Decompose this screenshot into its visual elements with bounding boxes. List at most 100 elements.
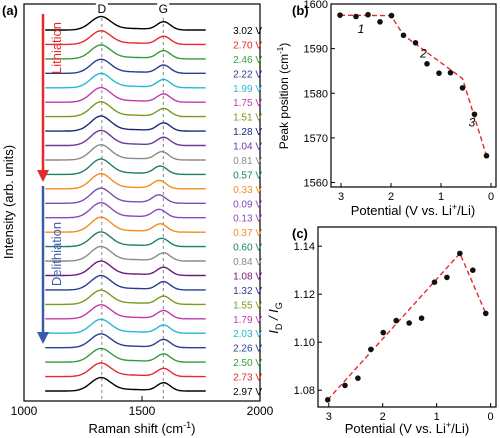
spectrum-line — [45, 101, 206, 118]
voltage-label: 1.51 V — [233, 113, 262, 124]
voltage-label: 1.99 V — [233, 84, 262, 95]
voltage-label: 0.09 V — [233, 199, 262, 210]
x-tick-label: 2 — [388, 191, 394, 203]
peak-label: D — [98, 2, 107, 16]
data-point — [447, 69, 454, 76]
spectrum-line — [45, 44, 206, 60]
data-point — [418, 315, 425, 322]
voltage-label: 2.46 V — [233, 55, 262, 66]
panel-b-peak-position-chart: (b) 3 2 1 0 1560 1570 1580 1590 1600 1 2 3 Peak po… — [276, 0, 497, 218]
x-tick-label: 1 — [438, 191, 444, 203]
spectrum-line — [45, 318, 206, 334]
data-point — [380, 329, 387, 336]
voltage-label: 2.03 V — [233, 329, 262, 340]
panel-c-intensity-ratio-chart: (c) 3 2 1 0 1.08 1.10 1.12 1.14 ID / IG Potenti… — [266, 226, 497, 436]
panel-a-x-axis: 1000 1500 2000 — [11, 396, 274, 418]
panel-a-y-axis-title: Intensity (arb. units) — [1, 145, 16, 259]
data-point — [412, 40, 419, 46]
spectrum-line — [45, 158, 206, 176]
data-point — [377, 19, 383, 25]
panel-b-y-axis-title: Peak position (cm-1) — [276, 43, 291, 150]
panel-a-x-axis-title: Raman shift (cm-1) — [89, 420, 196, 436]
panel-c-plot — [324, 250, 489, 403]
spectrum-line — [45, 362, 206, 378]
y-tick-label: 1.14 — [294, 241, 315, 253]
voltage-labels: 3.02 V 2.70 V 2.46 V 2.22 V 1.99 V 1.75 V 1.51… — [233, 26, 262, 398]
voltage-label: 1.79 V — [233, 315, 262, 326]
peak-guide-lines — [101, 12, 164, 401]
data-point — [431, 279, 438, 286]
x-tick-label: 1 — [434, 411, 440, 423]
panel-b-axes: 3 2 1 0 1560 1570 1580 1590 1600 — [304, 0, 495, 203]
data-point — [324, 397, 331, 403]
y-tick-label: 1.10 — [294, 337, 315, 349]
voltage-label: 2.26 V — [233, 344, 262, 355]
data-point — [459, 85, 466, 91]
region-label: 2 — [419, 47, 427, 61]
panel-b-plot: 1 2 3 — [337, 11, 490, 159]
voltage-label: 2.73 V — [233, 373, 262, 384]
panel-c-x-axis-title: Potential (V vs. Li+/Li) — [345, 420, 469, 436]
x-tick-label: 2000 — [247, 404, 274, 418]
voltage-label: 0.33 V — [233, 185, 262, 196]
y-tick-label: 1580 — [304, 88, 328, 100]
voltage-label: 1.04 V — [233, 142, 262, 153]
y-tick-label: 1590 — [304, 44, 328, 56]
voltage-label: 2.50 V — [233, 358, 262, 369]
spectrum-line — [45, 187, 206, 204]
panel-c-label: (c) — [292, 226, 308, 241]
spectrum-line — [45, 231, 206, 248]
panel-a-label: (a) — [2, 3, 18, 18]
peak-label-bg — [157, 2, 170, 15]
lithiation-arrow-head — [37, 170, 49, 182]
data-point — [337, 12, 343, 18]
voltage-label: 0.37 V — [233, 228, 262, 239]
panel-b-x-axis-title: Potential (V vs. Li+/Li) — [351, 202, 475, 218]
spectrum-line — [45, 129, 206, 147]
data-point — [368, 346, 374, 353]
voltage-label: 1.55 V — [233, 300, 262, 311]
voltage-label: 0.57 V — [233, 170, 262, 181]
delithiation-arrow-head — [37, 332, 49, 344]
x-tick-label: 0 — [488, 191, 494, 203]
voltage-label: 3.02 V — [233, 26, 262, 37]
region-label: 1 — [358, 22, 365, 36]
spectrum-line — [45, 289, 206, 306]
spectrum-line — [45, 86, 206, 103]
panel-a-spectra-chart: (a) 3.02 V 2.70 V 2.46 V 2.22 V 1.99 V 1.75 V… — [1, 2, 274, 436]
lithiation-label: Lithiation — [49, 22, 64, 74]
data-point — [470, 267, 476, 274]
spectrum-line — [45, 172, 206, 190]
voltage-label: 2.70 V — [233, 40, 262, 51]
data-point — [353, 13, 359, 20]
voltage-label: 2.22 V — [233, 69, 262, 80]
spectrum-line — [45, 347, 206, 363]
spectrum-line — [45, 58, 206, 74]
voltage-label: 1.75 V — [233, 98, 262, 109]
spectrum-line — [45, 115, 206, 132]
y-tick-label: 1570 — [304, 133, 328, 145]
spectra-series — [45, 15, 206, 392]
voltage-label: 0.84 V — [233, 257, 262, 268]
y-tick-label: 1560 — [304, 178, 328, 190]
data-point — [342, 382, 348, 389]
data-point — [400, 32, 407, 39]
spectrum-line — [45, 201, 206, 219]
data-point — [393, 317, 400, 324]
panel-b-frame — [330, 3, 497, 188]
spectrum-line — [45, 15, 206, 31]
voltage-label: 2.97 V — [233, 387, 262, 398]
voltage-label: 1.28 V — [233, 127, 262, 138]
trend-line — [339, 14, 488, 157]
x-tick-label: 1500 — [129, 404, 156, 418]
data-point — [436, 70, 442, 76]
data-point — [482, 310, 489, 317]
panel-c-axes: 3 2 1 0 1.08 1.10 1.12 1.14 — [294, 241, 494, 423]
y-tick-label: 1.12 — [294, 289, 315, 301]
data-point — [365, 11, 371, 18]
panel-c-y-axis-title: ID / IG — [266, 302, 284, 334]
x-tick-label: 3 — [326, 411, 332, 423]
x-tick-label: 3 — [338, 191, 344, 203]
